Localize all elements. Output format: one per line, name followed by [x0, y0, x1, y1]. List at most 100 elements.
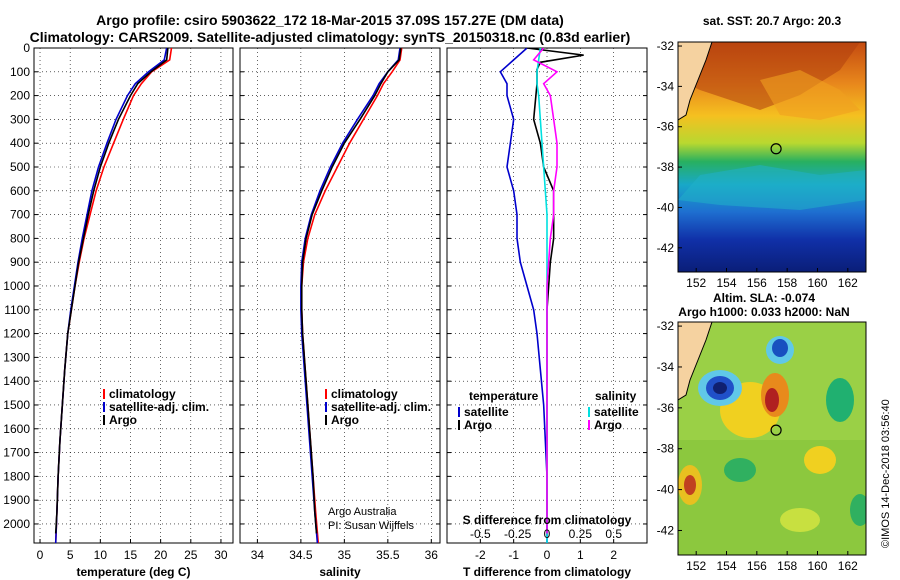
map-x-tick-label: 156	[747, 276, 767, 290]
legend-label: satellite-adj. clim.	[331, 400, 431, 414]
legend-label: Argo	[109, 413, 137, 427]
temperature-panel: 0100200300400500600700800900100011001200…	[3, 41, 234, 579]
x-tick-label: 36	[425, 548, 439, 562]
map-x-tick-label: 162	[838, 276, 858, 290]
map-x-tick-label: 152	[686, 559, 706, 573]
legend-label: Argo	[594, 418, 622, 432]
imos-stamp: ©IMOS 14-Dec-2018 03:56:40	[880, 399, 892, 548]
map-y-tick-label: -34	[657, 79, 675, 93]
s-tick-label: 0.5	[605, 527, 622, 541]
x-tick-label: 25	[184, 548, 198, 562]
y-tick-label: 1600	[3, 422, 30, 436]
credit-line: Argo Australia	[328, 506, 397, 518]
legend-title: temperature	[469, 389, 539, 403]
map-x-tick-label: 162	[838, 559, 858, 573]
x-tick-label: 35	[338, 548, 352, 562]
map-title: Altim. SLA: -0.074	[713, 291, 815, 305]
map-y-tick-label: -32	[657, 39, 675, 53]
series-line	[300, 48, 401, 543]
map-x-tick-label: 160	[807, 276, 827, 290]
legend-label: Argo	[464, 418, 492, 432]
y-tick-label: 200	[10, 89, 30, 103]
series-line	[300, 48, 403, 543]
map-title: sat. SST: 20.7 Argo: 20.3	[703, 14, 842, 28]
y-tick-label: 500	[10, 160, 30, 174]
x-axis-label-2: S difference from climatology	[463, 513, 632, 527]
y-tick-label: 1300	[3, 350, 30, 364]
x-tick-label: 0	[37, 548, 44, 562]
x-tick-label: 1	[577, 548, 584, 562]
title-line-2: Climatology: CARS2009. Satellite-adjuste…	[29, 29, 631, 45]
y-tick-label: 1200	[3, 327, 30, 341]
series-line	[300, 48, 402, 534]
series-line	[532, 48, 559, 534]
y-tick-label: 800	[10, 231, 30, 245]
sla-map	[677, 321, 867, 556]
legend-label: Argo	[331, 413, 359, 427]
salinity-panel: 34 34.5 35 35.5 36 salinity climatologysatelli…	[239, 47, 441, 579]
legend-label: climatology	[331, 387, 398, 401]
series-line	[54, 48, 169, 534]
x-tick-label: 34	[251, 548, 265, 562]
series-line	[526, 48, 584, 534]
s-tick-label: 0	[544, 527, 551, 541]
map-y-tick-label: -40	[657, 200, 675, 214]
x-tick-label: 10	[94, 548, 108, 562]
series-line	[499, 48, 548, 543]
map-y-tick-label: -34	[657, 360, 675, 374]
x-axis-label: salinity	[319, 565, 361, 579]
x-axis-label: T difference from climatology	[463, 565, 631, 579]
series-group	[499, 48, 584, 543]
y-tick-label: 300	[10, 112, 30, 126]
series-line	[536, 48, 548, 543]
map-x-tick-label: 152	[686, 276, 706, 290]
plot-frame	[33, 47, 234, 544]
map-y-tick-label: -42	[657, 523, 675, 537]
map-x-tick-label: 154	[717, 276, 737, 290]
map-y-tick-label: -32	[657, 319, 675, 333]
credit-line: PI: Susan Wijffels	[328, 520, 414, 532]
x-tick-label: 30	[214, 548, 228, 562]
series-group	[54, 48, 173, 543]
y-tick-label: 1000	[3, 279, 30, 293]
sst-map	[677, 41, 867, 273]
y-tick-label: 700	[10, 208, 30, 222]
y-tick-label: 100	[10, 65, 30, 79]
legend-title: salinity	[595, 389, 637, 403]
map-y-tick-label: -38	[657, 442, 675, 456]
x-tick-label: 0	[544, 548, 551, 562]
map-y-tick-label: -40	[657, 483, 675, 497]
x-tick-label: -2	[475, 548, 486, 562]
y-tick-label: 1400	[3, 374, 30, 388]
x-tick-label: 35.5	[376, 548, 400, 562]
map-x-tick-label: 158	[777, 276, 797, 290]
legend-label: satellite-adj. clim.	[109, 400, 209, 414]
float-location-marker	[770, 424, 782, 436]
map-x-tick-label: 154	[717, 559, 737, 573]
float-location-marker	[770, 143, 782, 155]
map-y-tick-label: -42	[657, 241, 675, 255]
x-tick-label: 2	[610, 548, 617, 562]
s-tick-label: -0.25	[504, 527, 532, 541]
y-tick-label: 600	[10, 184, 30, 198]
x-tick-label: 34.5	[289, 548, 313, 562]
plot-frame	[239, 47, 441, 544]
s-tick-label: -0.5	[470, 527, 491, 541]
map-y-tick-label: -36	[657, 401, 675, 415]
legend-label: satellite	[464, 405, 509, 419]
series-group	[300, 48, 403, 543]
x-tick-label: 5	[67, 548, 74, 562]
difference-panel: -2 -1 0 1 2 T difference from climatology temp…	[446, 47, 648, 579]
y-tick-label: 1700	[3, 446, 30, 460]
map-x-tick-label: 156	[747, 559, 767, 573]
legend-label: satellite	[594, 405, 639, 419]
y-tick-label: 1500	[3, 398, 30, 412]
map-y-tick-label: -38	[657, 160, 675, 174]
y-tick-label: 2000	[3, 517, 30, 531]
x-tick-label: 20	[154, 548, 168, 562]
y-tick-label: 900	[10, 255, 30, 269]
y-tick-label: 400	[10, 136, 30, 150]
map-subtitle: Argo h1000: 0.033 h2000: NaN	[678, 305, 849, 319]
x-axis-label: temperature (deg C)	[76, 565, 190, 579]
